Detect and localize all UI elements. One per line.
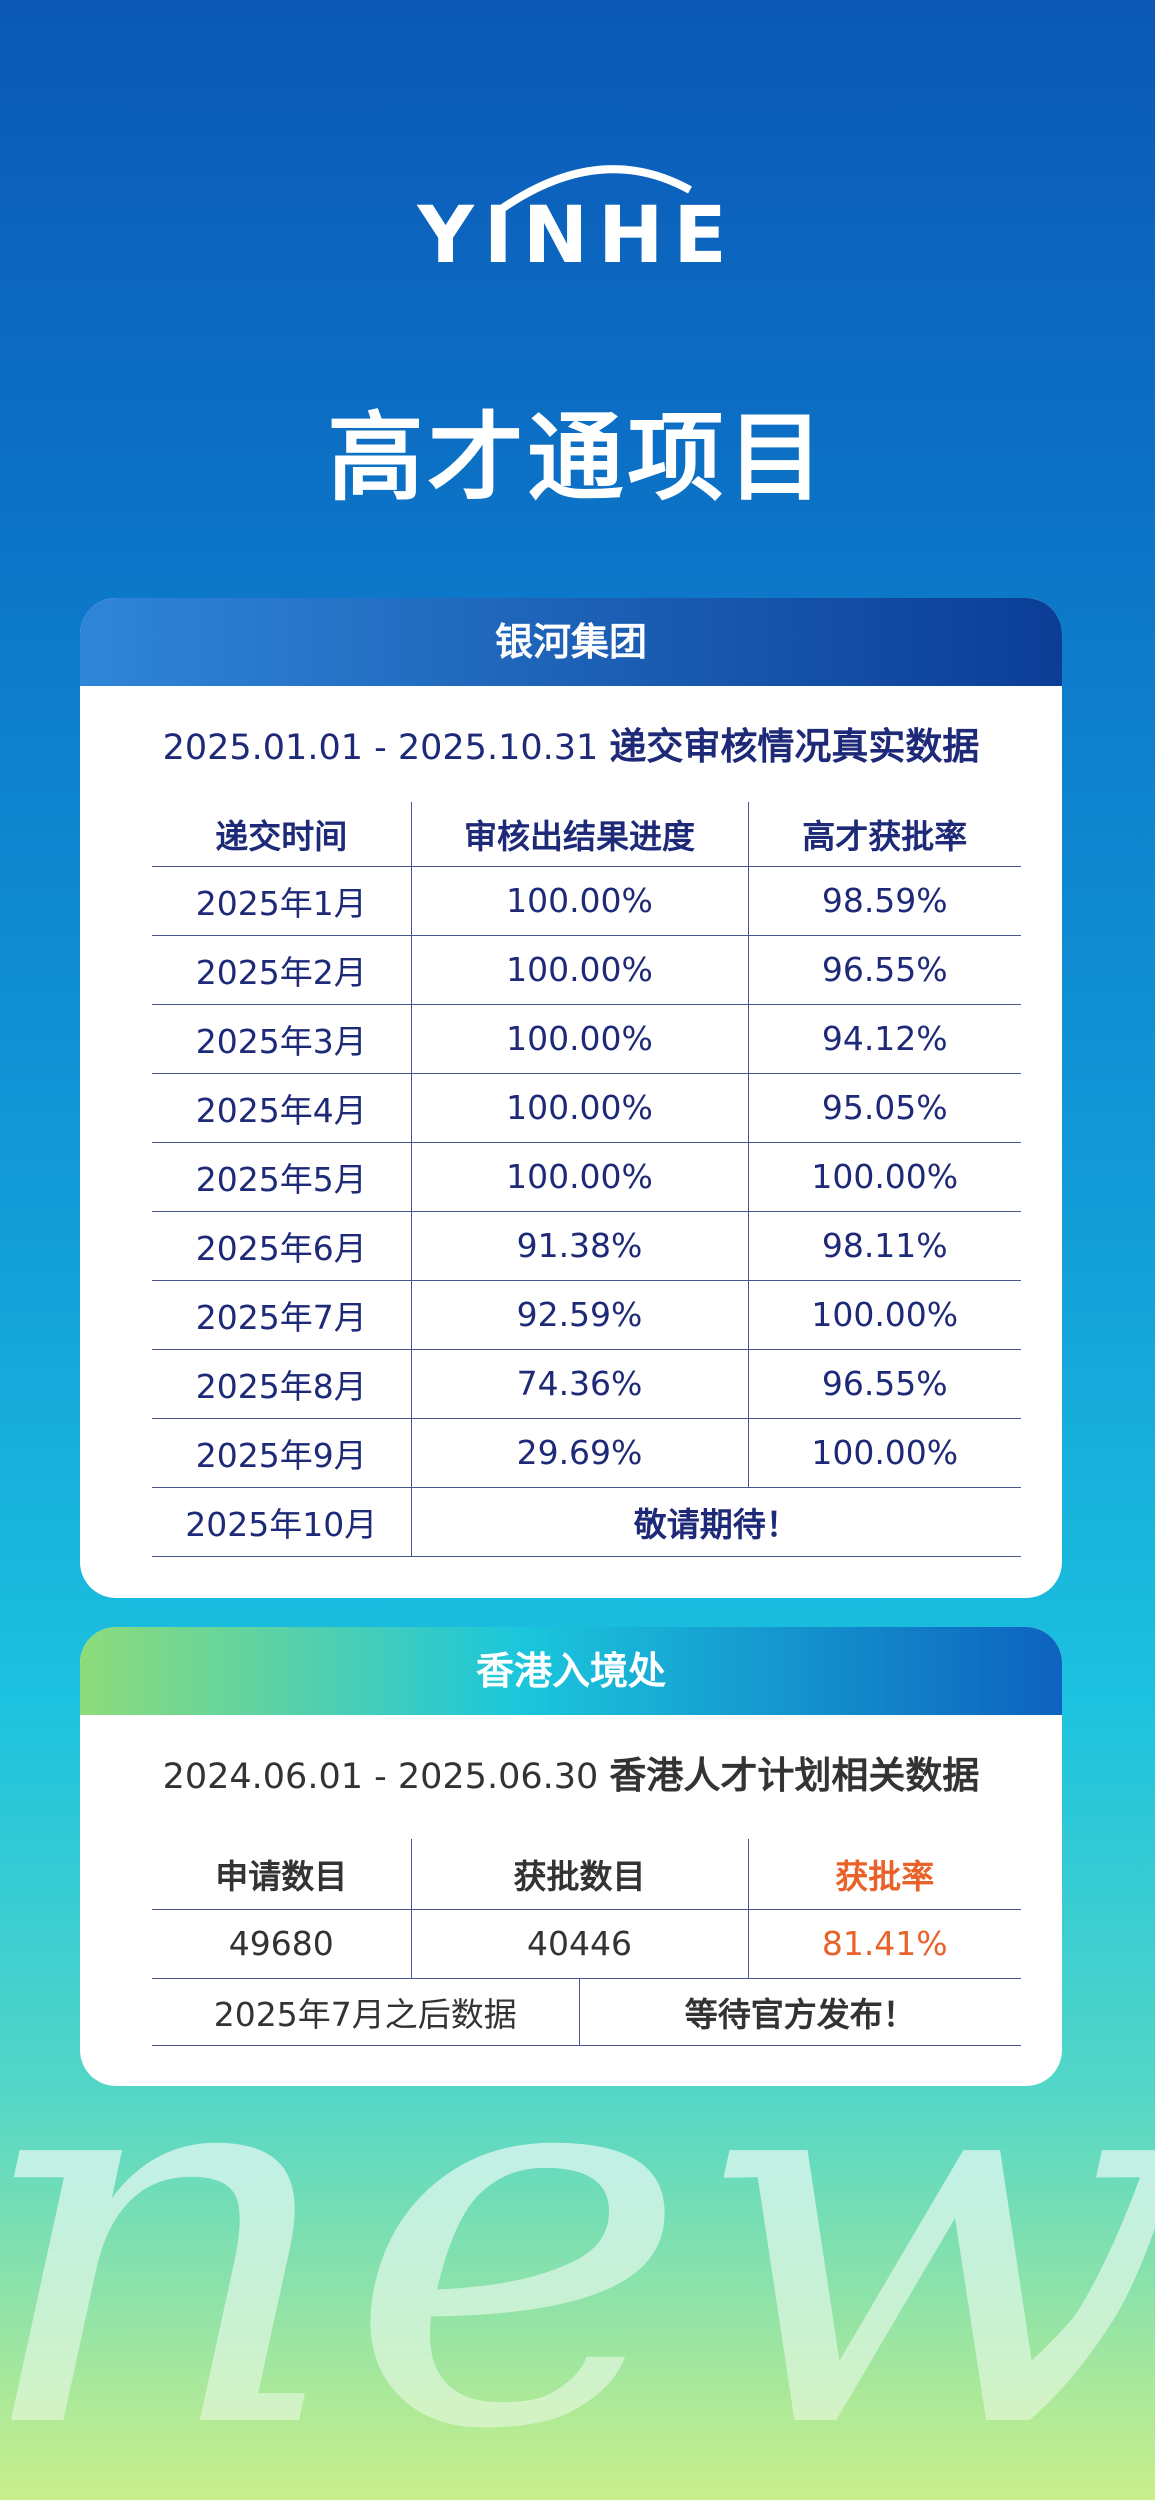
table-cell: 2025年3月 (152, 1004, 411, 1074)
table-row: 2025年5月 100.00% 100.00% (152, 1142, 1021, 1212)
subtitle-dates: 2025.01.01 - 2025.10.31 (162, 728, 599, 768)
table-cell: 2025年4月 (152, 1073, 411, 1143)
table-cell: 74.36% (410, 1349, 748, 1419)
table-cell: 94.12% (747, 1004, 1021, 1074)
title: 高才通项目 (327, 402, 828, 514)
header-cell: 获批数目 (410, 1839, 748, 1910)
table-row: 2025年7月 92.59% 100.00% (152, 1280, 1021, 1350)
table: 递交时间 审核出结果进度 高才获批率 2025年1月 100.00% 98.59% 2025… (152, 802, 1021, 1557)
table-cell: 2025年7月之后数据 (152, 1978, 579, 2046)
table-cell: 96.55% (747, 935, 1021, 1005)
table-cell: 49680 (152, 1909, 411, 1979)
table-cell: 95.05% (747, 1073, 1021, 1143)
table-cell: 29.69% (410, 1418, 748, 1488)
header-row: 递交时间 审核出结果进度 高才获批率 (152, 802, 1021, 867)
table-cell: 98.11% (747, 1211, 1021, 1281)
table-cell: 91.38% (410, 1211, 748, 1281)
table-row: 2025年7月之后数据 等待官方发布！ (152, 1978, 1021, 2046)
table-row: 2025年6月 91.38% 98.11% (152, 1211, 1021, 1281)
table-row: 2025年2月 100.00% 96.55% (152, 935, 1021, 1005)
table-cell: 100.00% (747, 1142, 1021, 1212)
table-row: 2025年9月 29.69% 100.00% (152, 1418, 1021, 1488)
header-cell: 审核出结果进度 (410, 802, 748, 867)
table-cell: 100.00% (747, 1418, 1021, 1488)
table-row: 2025年1月 100.00% 98.59% (152, 866, 1021, 936)
table-cell: 等待官方发布！ (578, 1978, 1021, 2046)
subtitle: 2025.01.01 - 2025.10.31 递交审核情况真实数据 (80, 716, 1062, 770)
header-row: 申请数目 获批数目 获批率 (152, 1839, 1021, 1910)
table-cell: 100.00% (747, 1280, 1021, 1350)
card-header: 香港入境处 (80, 1627, 1062, 1715)
card: 银河集团 2025.01.01 - 2025.10.31 递交审核情况真实数据 … (80, 598, 1062, 1598)
table-cell: 40446 (410, 1909, 748, 1979)
table-cell: 100.00% (410, 1073, 748, 1143)
table-cell: 2025年10月 (152, 1487, 411, 1557)
table-cell: 81.41% (747, 1909, 1021, 1979)
table-cell: 2025年9月 (152, 1418, 411, 1488)
table-row: 49680 40446 81.41% (152, 1909, 1021, 1979)
table-row: 2025年10月 敬请期待！ (152, 1487, 1021, 1557)
card-header: 银河集团 (80, 598, 1062, 686)
table-cell: 100.00% (410, 1142, 748, 1212)
table-cell: 2025年8月 (152, 1349, 411, 1419)
table-cell: 2025年1月 (152, 866, 411, 936)
table-cell: 96.55% (747, 1349, 1021, 1419)
table-cell: 2025年6月 (152, 1211, 411, 1281)
table-cell: 100.00% (410, 866, 748, 936)
subtitle-text: 香港人才计划相关数据 (609, 1754, 980, 1797)
decoration-text: new (0, 2080, 1155, 2500)
header-cell: 递交时间 (152, 802, 411, 867)
subtitle-text: 递交审核情况真实数据 (609, 725, 980, 768)
logo-arc (497, 165, 692, 214)
table-cell: 100.00% (410, 1004, 748, 1074)
table-cell: 100.00% (410, 935, 748, 1005)
table-cell: 敬请期待！ (410, 1487, 1021, 1557)
card: 香港入境处 2024.06.01 - 2025.06.30 香港人才计划相关数据… (80, 1627, 1062, 2086)
table: 申请数目 获批数目 获批率 49680 40446 81.41% 2025年7月之后数据 等待… (152, 1839, 1021, 2046)
table-row: 2025年4月 100.00% 95.05% (152, 1073, 1021, 1143)
header-cell: 获批率 (747, 1839, 1021, 1910)
table-cell: 98.59% (747, 866, 1021, 936)
subtitle: 2024.06.01 - 2025.06.30 香港人才计划相关数据 (80, 1745, 1062, 1799)
table-row: 2025年8月 74.36% 96.55% (152, 1349, 1021, 1419)
logo-text: YINHE (416, 191, 736, 280)
logo: YINHE (416, 165, 736, 280)
header-cell: 高才获批率 (747, 802, 1021, 867)
table-cell: 2025年5月 (152, 1142, 411, 1212)
subtitle-dates: 2024.06.01 - 2025.06.30 (162, 1757, 599, 1797)
table-cell: 2025年2月 (152, 935, 411, 1005)
decoration: new (0, 2080, 1155, 2500)
table-cell: 2025年7月 (152, 1280, 411, 1350)
header-cell: 申请数目 (152, 1839, 411, 1910)
table-row: 2025年3月 100.00% 94.12% (152, 1004, 1021, 1074)
table-cell: 92.59% (410, 1280, 748, 1350)
